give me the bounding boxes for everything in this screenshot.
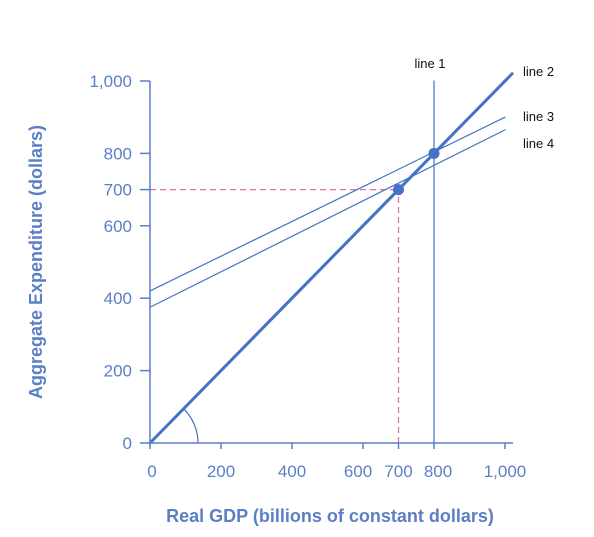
- points-layer: [393, 147, 440, 196]
- series-4-label: line 4: [523, 136, 554, 151]
- series-layer: [148, 72, 514, 445]
- x-tick-label-5: 800: [424, 462, 452, 481]
- series-4-line: [149, 129, 506, 308]
- x-axis-title: Real GDP (billions of constant dollars): [166, 506, 494, 526]
- series-3-label: line 3: [523, 109, 554, 124]
- x-tick-label-4: 700: [384, 462, 412, 481]
- series-1-label: line 1: [414, 56, 445, 71]
- series-2-line: [148, 72, 514, 445]
- labels-layer: line 1 line 2 line 3 line 4: [414, 56, 554, 151]
- y-tick-label-0: 0: [123, 434, 132, 453]
- x-tick-label-2: 400: [278, 462, 306, 481]
- y-tick-label-1: 200: [104, 362, 132, 381]
- x-tick-label-0: 0: [147, 462, 156, 481]
- guide-lines-layer: [150, 189, 400, 443]
- y-axis-title: Aggregate Expenditure (dollars): [26, 125, 46, 399]
- series-2-label: line 2: [523, 64, 554, 79]
- equilibrium-point-1: [393, 184, 404, 196]
- axes-layer: 0 200 400 600 700 800 1,000 0 200 400 600 700 800 1,0…: [89, 72, 526, 481]
- angle-arc: [183, 408, 199, 444]
- y-tick-label-4: 700: [104, 181, 132, 200]
- y-tick-label-2: 400: [104, 289, 132, 308]
- series-3-line: [149, 116, 506, 292]
- y-tick-label-6: 1,000: [89, 72, 132, 91]
- x-tick-label-3: 600: [344, 462, 372, 481]
- x-tick-label-1: 200: [207, 462, 235, 481]
- y-tick-label-5: 800: [104, 144, 132, 163]
- x-tick-label-6: 1,000: [484, 462, 527, 481]
- y-tick-label-3: 600: [104, 217, 132, 236]
- equilibrium-point-2: [428, 147, 440, 159]
